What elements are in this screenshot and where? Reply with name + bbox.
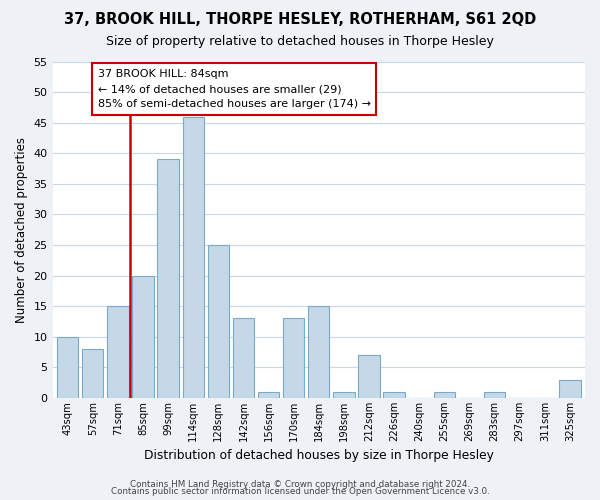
Bar xyxy=(358,355,380,398)
Bar xyxy=(283,318,304,398)
X-axis label: Distribution of detached houses by size in Thorpe Hesley: Distribution of detached houses by size … xyxy=(144,450,494,462)
Bar xyxy=(559,380,581,398)
Bar xyxy=(107,306,128,398)
Text: Contains HM Land Registry data © Crown copyright and database right 2024.: Contains HM Land Registry data © Crown c… xyxy=(130,480,470,489)
Bar xyxy=(258,392,279,398)
Bar xyxy=(157,160,179,398)
Bar xyxy=(57,337,78,398)
Bar xyxy=(484,392,505,398)
Bar xyxy=(182,116,204,398)
Y-axis label: Number of detached properties: Number of detached properties xyxy=(15,137,28,323)
Bar xyxy=(208,245,229,398)
Bar xyxy=(233,318,254,398)
Bar xyxy=(132,276,154,398)
Bar xyxy=(434,392,455,398)
Text: 37, BROOK HILL, THORPE HESLEY, ROTHERHAM, S61 2QD: 37, BROOK HILL, THORPE HESLEY, ROTHERHAM… xyxy=(64,12,536,28)
Bar xyxy=(333,392,355,398)
Text: 37 BROOK HILL: 84sqm
← 14% of detached houses are smaller (29)
85% of semi-detac: 37 BROOK HILL: 84sqm ← 14% of detached h… xyxy=(98,69,371,109)
Bar xyxy=(383,392,405,398)
Text: Contains public sector information licensed under the Open Government Licence v3: Contains public sector information licen… xyxy=(110,488,490,496)
Bar xyxy=(308,306,329,398)
Bar xyxy=(82,349,103,398)
Text: Size of property relative to detached houses in Thorpe Hesley: Size of property relative to detached ho… xyxy=(106,35,494,48)
